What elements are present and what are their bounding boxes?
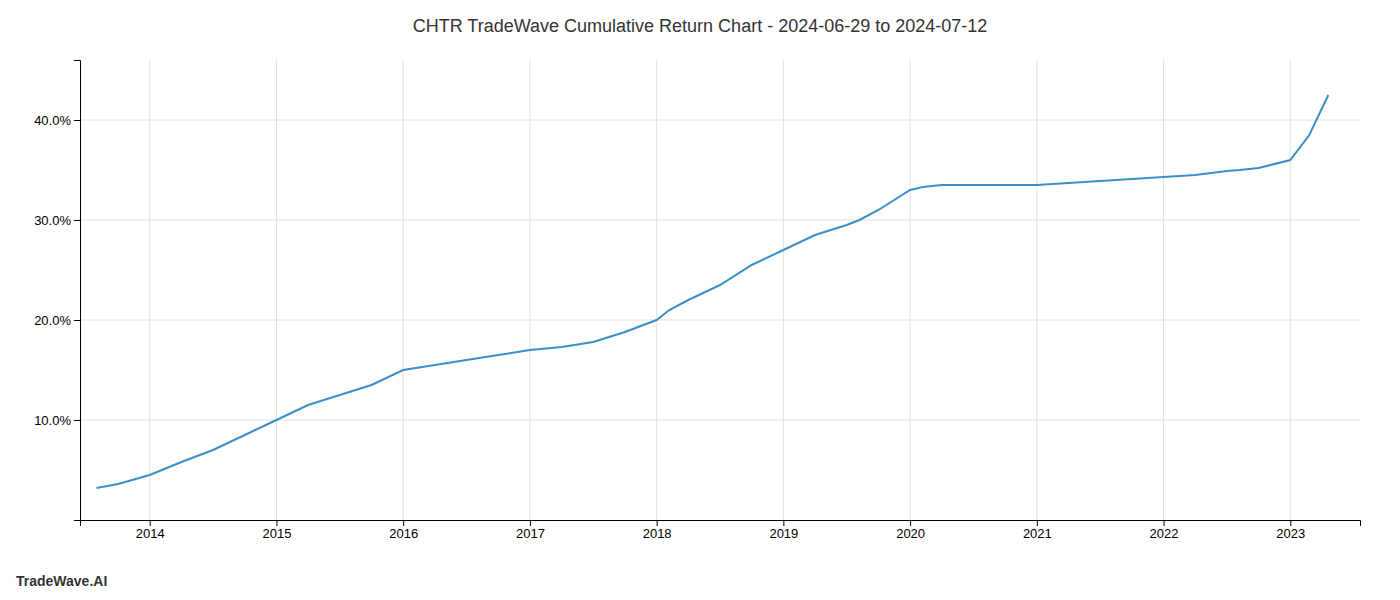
y-tick: 40.0% [34, 113, 80, 128]
y-tick: 30.0% [34, 213, 80, 228]
x-tick-mark [783, 520, 784, 526]
y-axis-line [74, 61, 81, 521]
x-tick: 2022 [1150, 520, 1179, 541]
x-grid-line [656, 60, 657, 520]
y-tick-label: 30.0% [34, 213, 71, 228]
y-tick-mark [74, 120, 80, 121]
x-tick: 2020 [896, 520, 925, 541]
x-grid-line [276, 60, 277, 520]
x-grid-line [1290, 60, 1291, 520]
x-tick-mark [1037, 520, 1038, 526]
title: CHTR TradeWave Cumulative Return Chart -… [413, 16, 988, 36]
grid [80, 60, 1360, 520]
plot-area [96, 95, 1328, 488]
x-tick-label: 2016 [389, 526, 418, 541]
x-grid-line [403, 60, 404, 520]
y-grid-line [80, 120, 1360, 121]
watermark: TradeWave.AI [16, 573, 107, 589]
y-tick: 20.0% [34, 313, 80, 328]
y-tick-mark [74, 420, 80, 421]
x-grid-line [529, 60, 530, 520]
x-tick: 2015 [262, 520, 291, 541]
x-tick-label: 2014 [136, 526, 165, 541]
y-tick-mark [74, 220, 80, 221]
x-grid-line [1036, 60, 1037, 520]
x-tick-mark [403, 520, 404, 526]
x-tick: 2019 [769, 520, 798, 541]
y-tick-label: 10.0% [34, 413, 71, 428]
x-tick-label: 2015 [262, 526, 291, 541]
x-tick-label: 2020 [896, 526, 925, 541]
y-tick-label: 20.0% [34, 313, 71, 328]
x-tick-mark [530, 520, 531, 526]
x-tick: 2018 [643, 520, 672, 541]
x-grid-line [1163, 60, 1164, 520]
y-grid-line [80, 420, 1360, 421]
x-tick-mark [1290, 520, 1291, 526]
x-tick-label: 2021 [1023, 526, 1052, 541]
x-tick-label: 2018 [643, 526, 672, 541]
x-tick-label: 2023 [1276, 526, 1305, 541]
x-tick-label: 2017 [516, 526, 545, 541]
y-tick-label: 40.0% [34, 113, 71, 128]
x-tick-mark [657, 520, 658, 526]
x-tick-label: 2022 [1150, 526, 1179, 541]
x-grid-line [783, 60, 784, 520]
y-grid-line [80, 320, 1360, 321]
chart: 2014 2015 2016 2017 2018 2019 2020 2021 2022 2023… [0, 0, 1400, 600]
x-tick-mark [910, 520, 911, 526]
line [96, 95, 1328, 488]
y-tick: 10.0% [34, 413, 80, 428]
x-tick-mark [150, 520, 151, 526]
x-tick: 2016 [389, 520, 418, 541]
x-tick-mark [1164, 520, 1165, 526]
x-grid-line [149, 60, 150, 520]
x-tick-label: 2019 [769, 526, 798, 541]
x-grid-line [910, 60, 911, 520]
x-tick: 2021 [1023, 520, 1052, 541]
x-tick: 2017 [516, 520, 545, 541]
x-axis-line [81, 521, 1361, 527]
y-axis: 10.0% 20.0% 30.0% 40.0% [34, 61, 80, 521]
x-tick: 2023 [1276, 520, 1305, 541]
x-tick-mark [276, 520, 277, 526]
x-tick: 2014 [136, 520, 165, 541]
y-tick-mark [74, 320, 80, 321]
x-axis: 2014 2015 2016 2017 2018 2019 2020 2021 2022 2023 [81, 520, 1361, 541]
y-grid-line [80, 220, 1360, 221]
